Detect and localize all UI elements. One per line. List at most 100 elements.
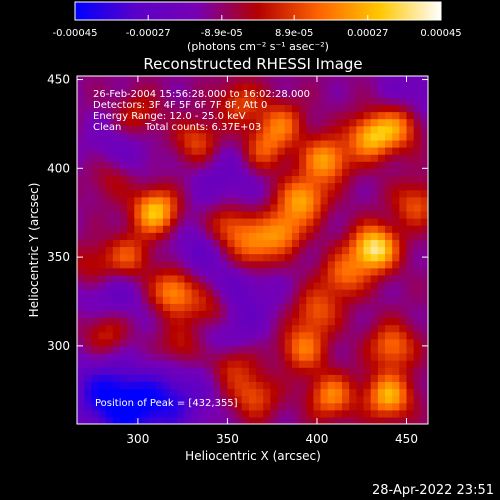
heatmap-cell: [399, 317, 408, 326]
heatmap-cell: [162, 161, 171, 169]
heatmap-cell: [313, 139, 322, 148]
heatmap-cell: [334, 182, 343, 191]
heatmap-cell: [198, 118, 207, 127]
heatmap-cell: [363, 303, 372, 311]
heatmap-cell: [77, 374, 85, 382]
heatmap-cell: [220, 324, 229, 333]
heatmap-cell: [77, 345, 85, 354]
heatmap-cell: [205, 267, 214, 276]
heatmap-cell: [406, 90, 415, 98]
heatmap-cell: [256, 260, 264, 269]
heatmap-cell: [284, 367, 293, 375]
heatmap-cell: [198, 210, 207, 219]
heatmap-cell: [334, 210, 343, 219]
heatmap-cell: [385, 147, 393, 155]
heatmap-cell: [399, 104, 408, 113]
heatmap-cell: [342, 132, 350, 141]
heatmap-cell: [256, 360, 264, 368]
heatmap-cell: [162, 203, 171, 212]
heatmap-cell: [356, 90, 365, 98]
heatmap-cell: [84, 97, 92, 106]
heatmap-cell: [363, 218, 372, 226]
heatmap-cell: [119, 246, 128, 255]
heatmap-cell: [377, 196, 386, 205]
heatmap-cell: [112, 374, 121, 382]
heatmap-cell: [84, 310, 92, 319]
heatmap-cell: [234, 352, 243, 361]
heatmap-cell: [327, 97, 336, 106]
heatmap-cell: [241, 218, 250, 226]
heatmap-cell: [291, 132, 300, 141]
heatmap-cell: [284, 374, 293, 382]
heatmap-cell: [148, 274, 157, 283]
heatmap-cell: [170, 111, 178, 120]
heatmap-cell: [263, 203, 271, 212]
heatmap-cell: [342, 352, 350, 361]
heatmap-cell: [270, 402, 279, 411]
heatmap-cell: [270, 360, 279, 368]
heatmap-cell: [342, 289, 350, 297]
heatmap-cell: [270, 367, 279, 375]
heatmap-cell: [377, 289, 386, 297]
heatmap-cell: [134, 132, 143, 141]
heatmap-cell: [385, 76, 393, 84]
heatmap-cell: [134, 338, 143, 347]
heatmap-cell: [256, 203, 264, 212]
heatmap-cell: [148, 147, 157, 155]
heatmap-cell: [413, 381, 422, 390]
heatmap-cell: [291, 210, 300, 219]
heatmap-cell: [184, 331, 193, 340]
heatmap-cell: [363, 296, 372, 304]
heatmap-cell: [98, 381, 107, 390]
heatmap-cell: [241, 267, 250, 276]
heatmap-cell: [263, 388, 271, 397]
heatmap-cell: [413, 324, 422, 333]
heatmap-cell: [112, 225, 121, 233]
heatmap-cell: [291, 83, 300, 91]
heatmap-cell: [155, 267, 164, 276]
heatmap-cell: [263, 218, 271, 226]
heatmap-cell: [270, 239, 279, 248]
heatmap-cell: [320, 154, 329, 162]
heatmap-cell: [377, 90, 386, 98]
heatmap-cell: [77, 161, 85, 169]
heatmap-cell: [91, 409, 100, 418]
heatmap-cell: [392, 402, 400, 411]
heatmap-cell: [112, 310, 121, 319]
heatmap-cell: [134, 232, 143, 240]
heatmap-cell: [198, 83, 207, 91]
heatmap-cell: [91, 367, 100, 375]
heatmap-cell: [342, 175, 350, 184]
heatmap-cell: [248, 232, 257, 240]
colorbar-unit-label: (photons cm⁻² s⁻¹ asec⁻²): [187, 40, 329, 53]
heatmap-cell: [119, 239, 128, 248]
heatmap-cell: [277, 154, 286, 162]
heatmap-cell: [399, 182, 408, 191]
heatmap-cell: [198, 189, 207, 198]
heatmap-cell: [306, 111, 314, 120]
heatmap-cell: [248, 281, 257, 290]
heatmap-cell: [420, 395, 428, 404]
heatmap-cell: [284, 388, 293, 397]
heatmap-cell: [392, 338, 400, 347]
heatmap-cell: [91, 416, 100, 424]
heatmap-cell: [270, 388, 279, 397]
heatmap-cell: [277, 147, 286, 155]
heatmap-cell: [148, 132, 157, 141]
heatmap-cell: [127, 139, 135, 148]
heatmap-cell: [198, 338, 207, 347]
heatmap-cell: [227, 296, 236, 304]
heatmap-cell: [299, 246, 307, 255]
heatmap-cell: [277, 111, 286, 120]
heatmap-cell: [241, 274, 250, 283]
heatmap-cell: [148, 118, 157, 127]
heatmap-cell: [227, 189, 236, 198]
heatmap-cell: [413, 97, 422, 106]
heatmap-cell: [112, 260, 121, 269]
heatmap-cell: [134, 139, 143, 148]
heatmap-cell: [313, 210, 322, 219]
heatmap-cell: [184, 239, 193, 248]
heatmap-cell: [256, 154, 264, 162]
heatmap-cell: [327, 296, 336, 304]
heatmap-cell: [205, 338, 214, 347]
